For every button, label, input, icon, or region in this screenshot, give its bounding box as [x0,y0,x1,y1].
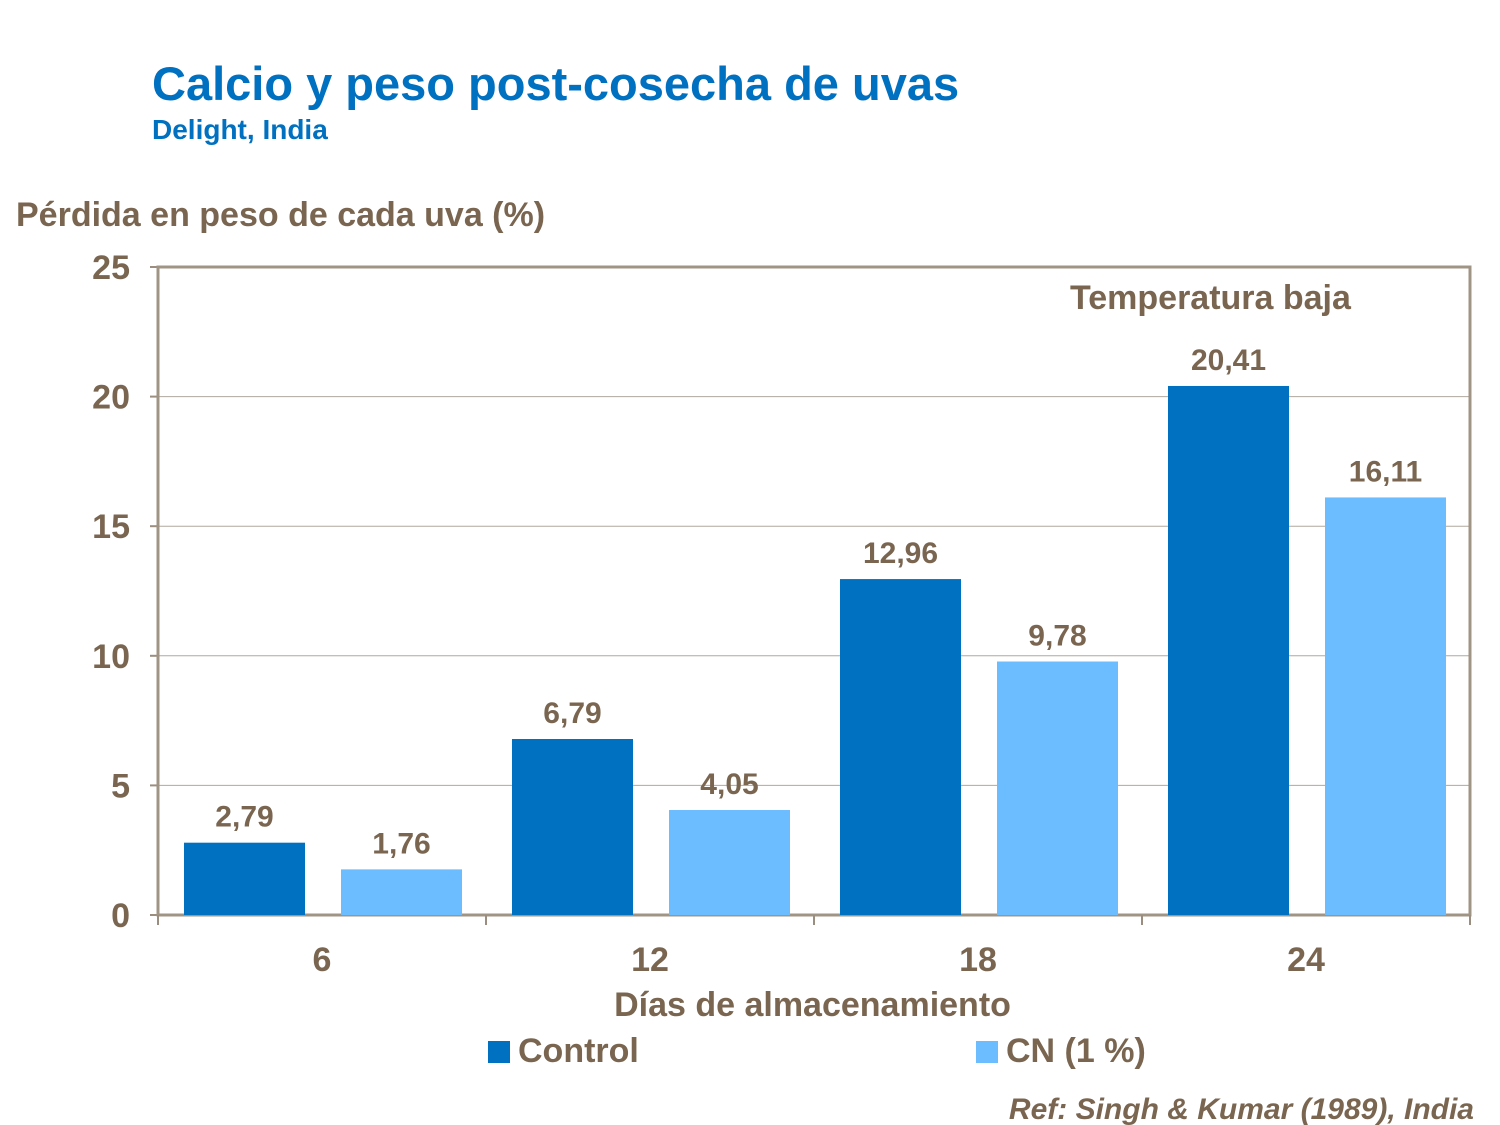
y-tick-label: 25 [92,249,130,287]
reference: Ref: Singh & Kumar (1989), India [1008,1093,1474,1125]
data-label: 1,76 [372,827,430,860]
y-tick-label: 0 [111,897,130,935]
x-tick-label: 12 [631,941,669,979]
x-tick-label: 6 [313,941,332,979]
bar [184,842,305,915]
bar [669,810,790,915]
bar [512,739,633,915]
bar [341,869,462,915]
data-label: 20,41 [1191,344,1266,377]
legend-item-control: Control [488,1032,639,1071]
x-axis-label: Días de almacenamiento [614,986,1011,1024]
bar [997,661,1118,915]
data-label: 2,79 [215,801,273,834]
x-tick-label: 24 [1287,941,1325,979]
y-tick-label: 15 [92,508,130,546]
data-label: 9,78 [1028,620,1086,653]
y-axis-label: Pérdida en peso de cada uva (%) [16,196,546,234]
data-label: 6,79 [543,697,601,730]
bar [840,579,961,915]
data-label: 4,05 [700,768,758,801]
data-label: 12,96 [863,537,938,570]
y-tick-label: 10 [92,638,130,676]
annotation: Temperatura baja [1070,279,1351,317]
chart-title: Calcio y peso post-cosecha de uvas [152,57,960,110]
legend-swatch-control [488,1040,510,1063]
y-tick-label: 20 [92,379,130,417]
legend-item-cn: CN (1 %) [976,1032,1146,1071]
legend-label: CN (1 %) [1006,1032,1146,1070]
data-label: 16,11 [1349,455,1422,488]
y-tick-label: 5 [111,767,130,805]
bar [1168,385,1289,916]
bar [1325,497,1446,915]
chart-subtitle: Delight, India [152,114,328,145]
legend-swatch-cn [976,1040,998,1063]
x-tick-label: 18 [959,941,997,979]
legend-label: Control [518,1032,639,1070]
